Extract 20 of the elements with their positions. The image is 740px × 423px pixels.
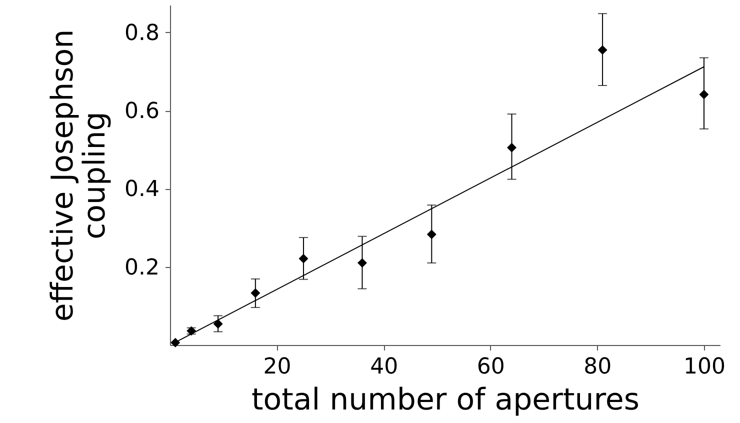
point [598, 45, 608, 55]
y-tick-label: 0.2 [124, 255, 160, 280]
x-tick-label: 40 [370, 354, 398, 380]
point [699, 90, 709, 100]
y-tick-label: 0.4 [124, 177, 160, 202]
point [250, 288, 260, 298]
x-axis-title: total number of apertures [252, 382, 640, 418]
y-tick-label: 0.8 [124, 20, 160, 46]
point [170, 338, 180, 348]
y-tick-label: 0.6 [124, 99, 160, 124]
x-tick-label: 80 [584, 354, 612, 380]
point [426, 230, 436, 240]
point [507, 142, 516, 152]
x-tick-label: 60 [476, 354, 505, 380]
point [298, 254, 308, 264]
x-tick-label: 100 [683, 354, 726, 380]
x-tick-label: 20 [263, 354, 292, 380]
y-axis-title: effective Josephson coupling [46, 29, 113, 322]
point [213, 319, 223, 329]
point [357, 258, 367, 268]
